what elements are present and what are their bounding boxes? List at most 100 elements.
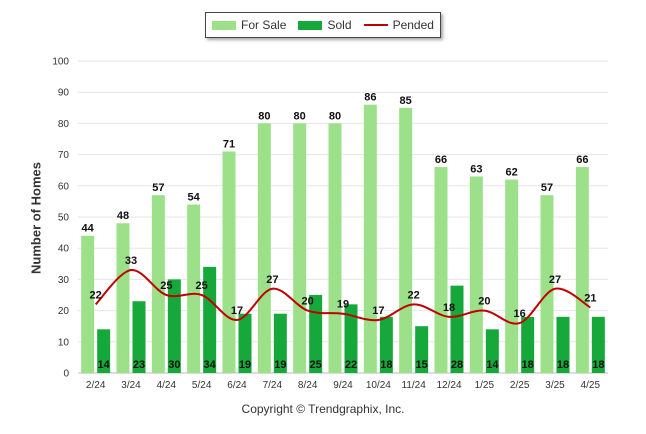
bar-sold [591,316,605,373]
legend-label-pended: Pended [392,18,434,32]
data-label-pended: 20 [302,296,314,308]
data-label-for-sale: 44 [82,223,95,235]
y-tick-label: 10 [58,337,70,348]
bar-for-sale [328,123,342,374]
bar-for-sale [257,123,271,374]
x-tick-label: 4/24 [157,380,177,391]
x-tick-label: 8/24 [298,380,318,391]
data-label-pended: 22 [90,289,102,301]
y-tick-label: 20 [58,306,70,317]
bar-for-sale [151,195,165,373]
x-tick-label: 6/24 [227,380,247,391]
y-tick-label: 100 [52,57,69,68]
x-tick-label: 11/24 [402,380,427,391]
bar-for-sale [505,179,519,373]
copyright-text: Copyright © Trendgraphix, Inc. [241,402,405,416]
bar-for-sale [363,104,377,374]
data-label-sold: 18 [557,359,569,371]
data-label-sold: 34 [204,359,217,371]
bar-for-sale [293,123,307,374]
bar-for-sale [222,151,236,373]
data-label-for-sale: 86 [364,92,376,104]
x-tick-label: 3/24 [121,380,141,391]
data-label-for-sale: 85 [400,95,412,107]
data-label-sold: 22 [345,359,357,371]
line-pended [94,269,591,325]
data-label-sold: 18 [592,359,604,371]
data-label-sold: 19 [239,359,251,371]
bar-for-sale [187,204,201,373]
x-tick-label: 3/25 [545,380,565,391]
data-label-for-sale: 66 [435,154,447,166]
y-tick-label: 60 [58,181,70,192]
data-label-sold: 19 [274,359,286,371]
data-label-for-sale: 63 [470,163,482,175]
bar-sold [238,313,252,373]
legend-item-sold[interactable]: Sold [298,18,352,32]
bar-for-sale [81,235,95,373]
data-label-sold: 14 [98,359,111,371]
chart-legend: For Sale Sold Pended [205,12,441,38]
legend-item-pended[interactable]: Pended [363,18,434,32]
bar-sold [379,316,393,373]
x-tick-label: 5/24 [192,380,212,391]
y-axis-title: Number of Homes [28,162,44,274]
legend-item-for-sale[interactable]: For Sale [212,18,286,32]
y-tick-label: 70 [58,150,70,161]
data-label-for-sale: 62 [506,167,518,179]
x-tick-label: 7/24 [263,380,283,391]
legend-label-sold: Sold [327,18,352,32]
bar-for-sale [116,223,130,373]
data-label-sold: 25 [310,359,322,371]
data-label-for-sale: 71 [223,138,235,150]
data-label-sold: 18 [522,359,534,371]
legend-swatch-sold [298,20,323,30]
data-label-pended: 21 [584,292,596,304]
legend-swatch-pended [363,24,388,26]
bar-for-sale [540,195,554,373]
data-label-for-sale: 54 [188,192,201,204]
data-label-pended: 19 [337,299,349,311]
data-label-sold: 14 [486,359,499,371]
bar-sold [167,279,181,373]
data-label-for-sale: 80 [258,110,270,122]
data-label-pended: 27 [266,274,278,286]
x-tick-label: 2/24 [86,380,106,391]
y-tick-label: 0 [63,369,69,380]
data-label-for-sale: 48 [117,210,129,222]
bar-sold [521,316,535,373]
data-label-for-sale: 57 [541,182,553,194]
y-tick-label: 90 [58,88,70,99]
y-tick-label: 40 [58,244,70,255]
x-tick-label: 1/25 [475,380,495,391]
data-label-for-sale: 57 [152,182,164,194]
bar-sold [415,326,429,373]
data-label-pended: 25 [196,280,208,292]
bar-sold [132,301,146,373]
data-label-pended: 16 [514,308,526,320]
bar-sold [97,329,111,373]
data-label-sold: 28 [451,359,463,371]
data-label-pended: 22 [408,289,420,301]
bar-sold [556,316,570,373]
data-label-for-sale: 80 [329,110,341,122]
x-tick-label: 12/24 [436,380,461,391]
bar-for-sale [575,167,589,373]
y-tick-label: 30 [58,275,70,286]
data-label-pended: 18 [443,302,455,314]
data-label-sold: 18 [380,359,392,371]
y-tick-label: 80 [58,119,70,130]
bar-for-sale [434,167,448,373]
legend-swatch-for-sale [212,20,237,30]
data-label-for-sale: 66 [576,154,588,166]
data-label-pended: 25 [160,280,172,292]
x-tick-label: 2/25 [510,380,530,391]
data-label-sold: 15 [416,359,428,371]
bar-for-sale [399,107,413,374]
bar-sold [273,313,287,373]
legend-label-for-sale: For Sale [241,18,287,32]
data-label-sold: 23 [133,359,145,371]
data-label-for-sale: 80 [294,110,306,122]
bar-for-sale [469,176,483,373]
